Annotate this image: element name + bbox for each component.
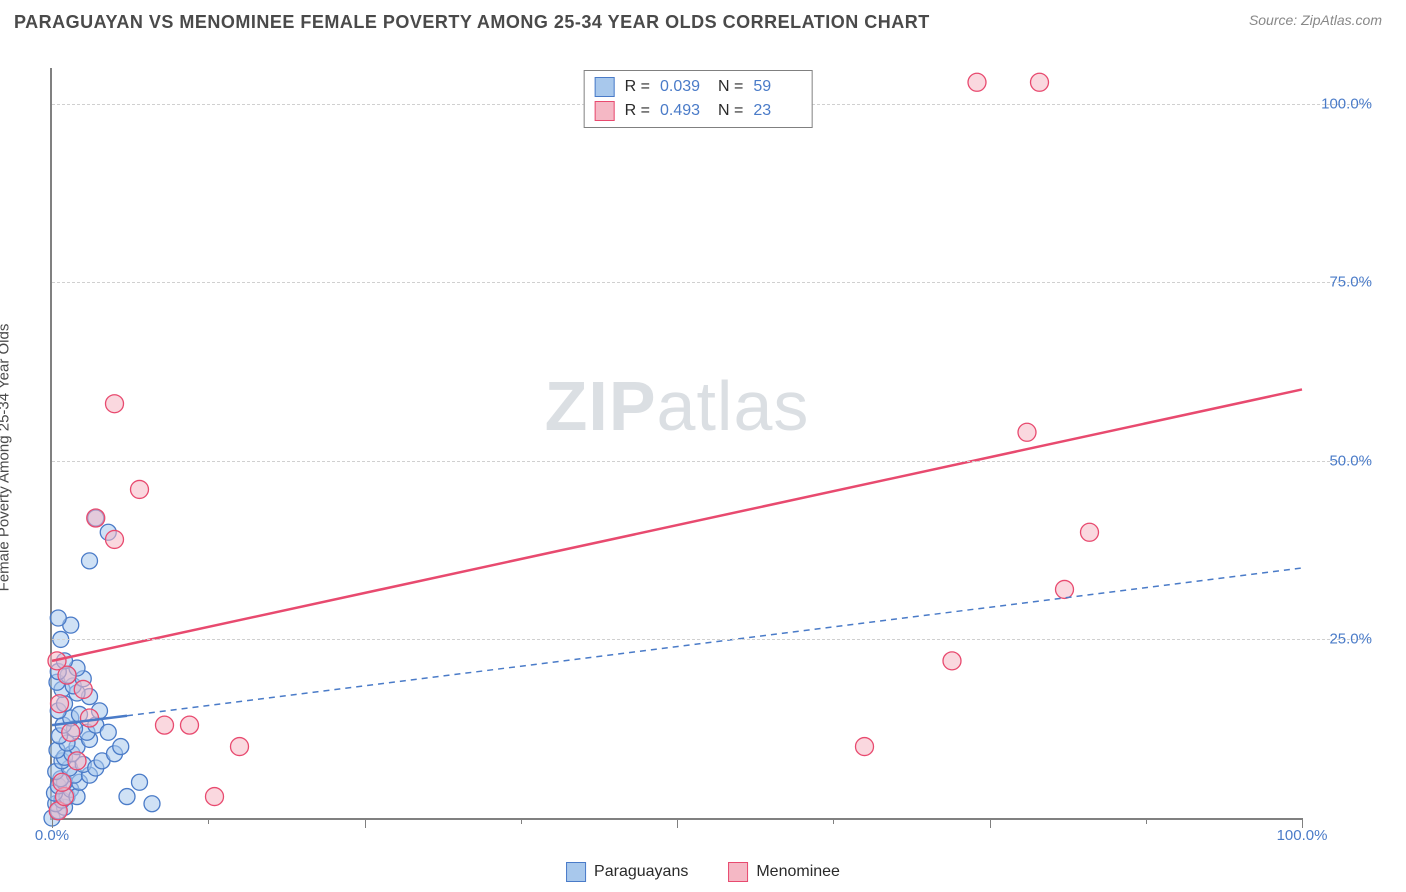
data-point bbox=[156, 716, 174, 734]
data-point bbox=[81, 709, 99, 727]
stats-legend: R = 0.039 N = 59 R = 0.493 N = 23 bbox=[584, 70, 813, 128]
source-attribution: Source: ZipAtlas.com bbox=[1249, 12, 1382, 28]
grid-line bbox=[52, 639, 1370, 640]
data-point bbox=[968, 73, 986, 91]
data-point bbox=[68, 752, 86, 770]
chart-container: Female Poverty Among 25-34 Year Olds ZIP… bbox=[14, 48, 1382, 850]
legend-label: Paraguayans bbox=[594, 863, 688, 881]
r-label: R = bbox=[625, 102, 650, 120]
stats-legend-row: R = 0.039 N = 59 bbox=[595, 75, 802, 99]
grid-line bbox=[52, 282, 1370, 283]
data-point bbox=[106, 395, 124, 413]
data-point bbox=[856, 738, 874, 756]
legend-item: Paraguayans bbox=[566, 862, 688, 882]
data-point bbox=[62, 723, 80, 741]
x-tick-mark bbox=[990, 818, 991, 828]
trend-line-dashed bbox=[127, 568, 1302, 716]
data-point bbox=[119, 789, 135, 805]
x-tick-label: 0.0% bbox=[35, 827, 69, 844]
data-point bbox=[131, 480, 149, 498]
grid-line bbox=[52, 461, 1370, 462]
plot-area: ZIPatlas 25.0%50.0%75.0%100.0%0.0%100.0% bbox=[50, 68, 1302, 820]
data-point bbox=[132, 774, 148, 790]
legend-swatch bbox=[595, 77, 615, 97]
data-point bbox=[53, 773, 71, 791]
n-label: N = bbox=[718, 102, 743, 120]
x-tick-label: 100.0% bbox=[1277, 827, 1328, 844]
trend-line-solid bbox=[52, 389, 1302, 660]
r-value: 0.493 bbox=[660, 102, 708, 120]
x-minor-tick bbox=[833, 818, 834, 824]
y-tick-label: 25.0% bbox=[1329, 631, 1372, 648]
data-point bbox=[943, 652, 961, 670]
r-label: R = bbox=[625, 78, 650, 96]
r-value: 0.039 bbox=[660, 78, 708, 96]
data-point bbox=[1018, 423, 1036, 441]
legend-swatch bbox=[728, 862, 748, 882]
data-point bbox=[1081, 523, 1099, 541]
n-label: N = bbox=[718, 78, 743, 96]
data-point bbox=[231, 738, 249, 756]
x-tick-mark bbox=[365, 818, 366, 828]
series-Menominee bbox=[48, 73, 1099, 820]
data-point bbox=[144, 796, 160, 812]
y-tick-label: 50.0% bbox=[1329, 452, 1372, 469]
chart-title: PARAGUAYAN VS MENOMINEE FEMALE POVERTY A… bbox=[14, 12, 930, 33]
data-point bbox=[51, 695, 69, 713]
series-legend: Paraguayans Menominee bbox=[566, 862, 840, 882]
data-point bbox=[100, 724, 116, 740]
data-point bbox=[1031, 73, 1049, 91]
data-point bbox=[1056, 580, 1074, 598]
data-point bbox=[206, 788, 224, 806]
legend-swatch bbox=[566, 862, 586, 882]
data-point bbox=[106, 530, 124, 548]
data-point bbox=[82, 553, 98, 569]
x-minor-tick bbox=[521, 818, 522, 824]
n-value: 59 bbox=[753, 78, 801, 96]
stats-legend-row: R = 0.493 N = 23 bbox=[595, 99, 802, 123]
legend-label: Menominee bbox=[756, 863, 840, 881]
y-tick-label: 75.0% bbox=[1329, 274, 1372, 291]
x-tick-mark bbox=[677, 818, 678, 828]
data-point bbox=[50, 610, 66, 626]
x-minor-tick bbox=[1146, 818, 1147, 824]
data-point bbox=[113, 739, 129, 755]
x-minor-tick bbox=[208, 818, 209, 824]
scatter-plot-svg bbox=[52, 68, 1302, 818]
legend-item: Menominee bbox=[728, 862, 840, 882]
n-value: 23 bbox=[753, 102, 801, 120]
data-point bbox=[74, 680, 92, 698]
data-point bbox=[181, 716, 199, 734]
data-point bbox=[87, 509, 105, 527]
legend-swatch bbox=[595, 101, 615, 121]
y-axis-label: Female Poverty Among 25-34 Year Olds bbox=[0, 324, 13, 592]
y-tick-label: 100.0% bbox=[1321, 95, 1372, 112]
